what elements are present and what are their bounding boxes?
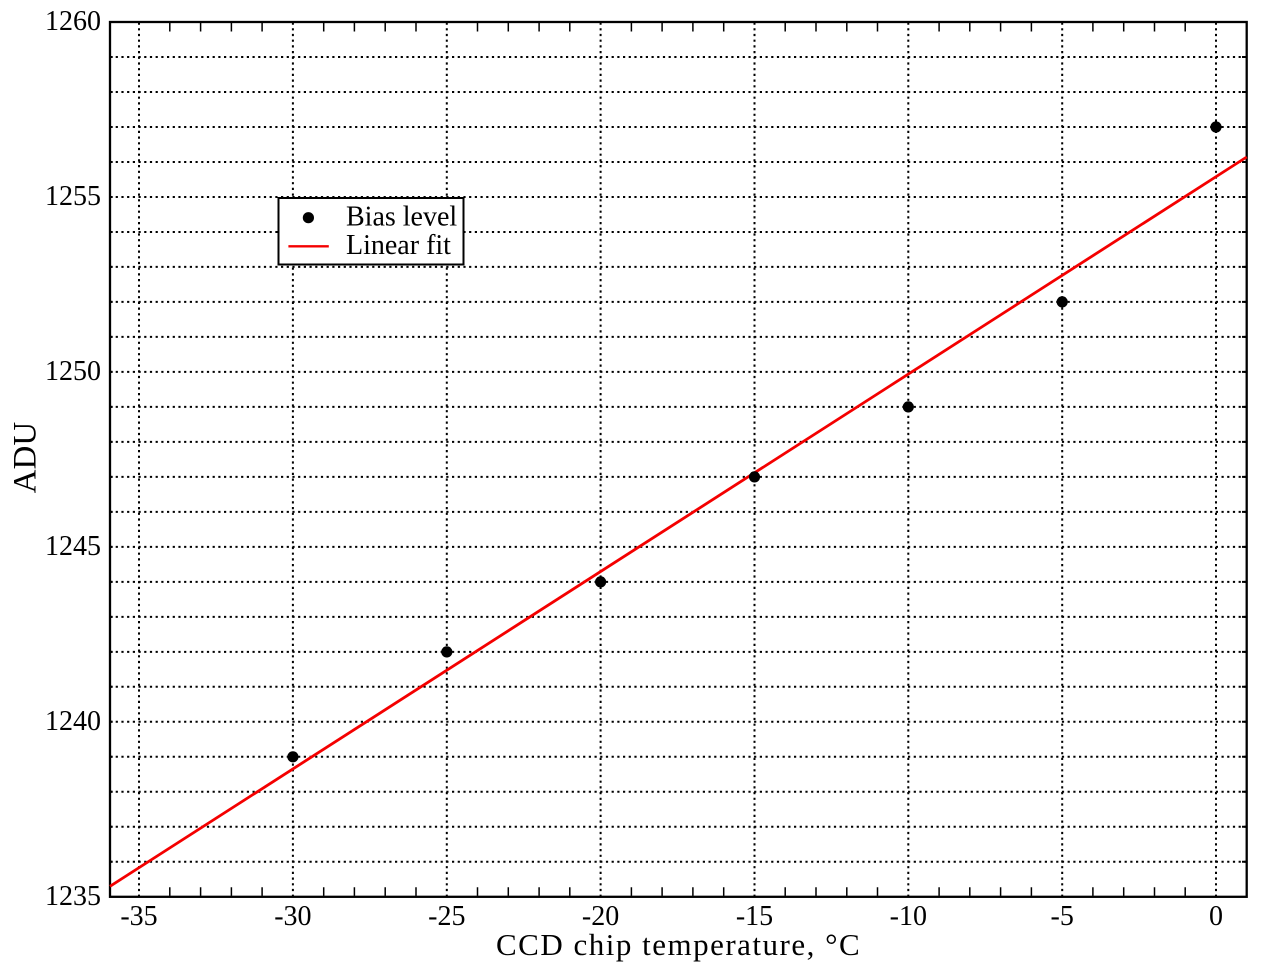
svg-text:-15: -15 <box>736 901 773 932</box>
svg-text:1260: 1260 <box>45 6 101 37</box>
svg-text:0: 0 <box>1209 901 1223 932</box>
svg-text:Bias level: Bias level <box>346 202 457 233</box>
svg-text:1250: 1250 <box>45 356 101 387</box>
svg-text:-5: -5 <box>1051 901 1074 932</box>
svg-text:-25: -25 <box>428 901 465 932</box>
svg-text:-30: -30 <box>274 901 311 932</box>
svg-text:-35: -35 <box>120 901 157 932</box>
svg-text:1235: 1235 <box>45 881 101 912</box>
svg-text:1240: 1240 <box>45 706 101 737</box>
svg-text:-20: -20 <box>582 901 619 932</box>
svg-text:1245: 1245 <box>45 531 101 562</box>
svg-text:ADU: ADU <box>8 422 44 494</box>
svg-text:CCD chip temperature, °C: CCD chip temperature, °C <box>496 927 861 962</box>
svg-text:-10: -10 <box>890 901 927 932</box>
svg-text:1255: 1255 <box>45 181 101 212</box>
svg-text:Linear fit: Linear fit <box>346 230 451 261</box>
